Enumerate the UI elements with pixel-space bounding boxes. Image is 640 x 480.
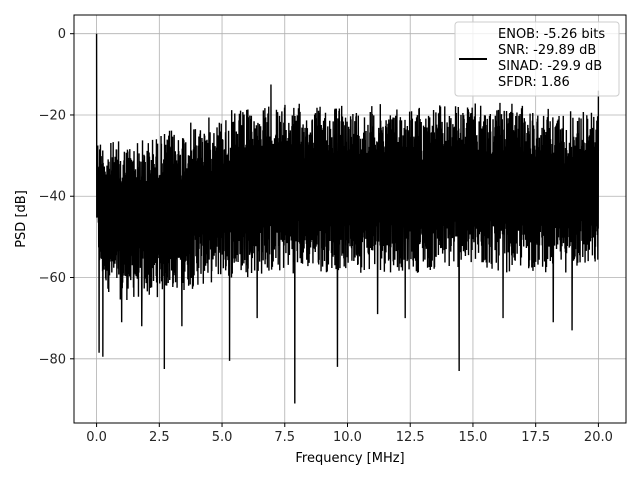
legend-box [454,21,620,97]
legend: ENOB: -5.26 bits SNR: -29.89 dB SINAD: -29… [454,21,620,97]
x-tick-label: 0.0 [86,430,107,445]
plot-area [95,33,600,404]
x-tick-label: 15.0 [458,430,487,445]
psd-series-line [95,33,600,404]
legend-entry-text: ENOB: -5.26 bits SNR: -29.89 dB SINAD: -29… [498,27,605,90]
y-tick-label: −60 [39,271,66,286]
x-tick-label: 7.5 [274,430,295,445]
x-axis-label: Frequency [MHz] [295,451,404,466]
x-tick-label: 17.5 [521,430,550,445]
x-tick-label: 5.0 [212,430,233,445]
x-tick-label: 20.0 [584,430,613,445]
y-tick-label: 0 [58,27,66,42]
y-axis-label: PSD [dB] [14,190,29,248]
x-tick-label: 12.5 [396,430,425,445]
x-axis-ticks: 0.0 2.5 5.0 7.5 10.0 12.5 15.0 17.5 20.0 [86,423,613,445]
y-tick-label: −80 [39,352,66,367]
y-tick-label: −20 [39,108,66,123]
y-axis-ticks: 0 −20 −40 −60 −80 [39,27,74,367]
x-tick-label: 2.5 [149,430,170,445]
x-tick-label: 10.0 [333,430,362,445]
axes-frame [73,14,627,424]
y-tick-label: −40 [39,190,66,205]
